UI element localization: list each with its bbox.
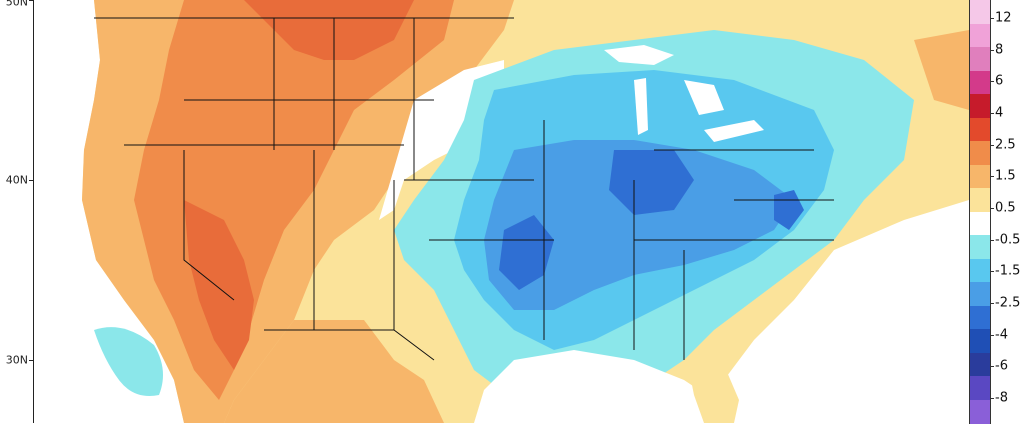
colorbar-tick <box>991 113 994 114</box>
colorbar-tick <box>991 144 994 146</box>
colorbar-swatch <box>969 282 991 306</box>
axis-line <box>33 0 34 423</box>
colorbar-swatch <box>969 211 991 236</box>
gulf-of-mexico <box>474 350 734 423</box>
east-colder-region <box>484 140 794 310</box>
colorbar-label: -6 <box>995 358 1008 374</box>
lake-superior <box>604 45 674 65</box>
mexico-warm-region <box>224 320 444 423</box>
colorbar-swatch <box>969 376 991 400</box>
lat-label: 40N <box>5 173 28 187</box>
colorbar-label: -0.5 <box>995 232 1021 248</box>
lat-tick <box>29 180 34 181</box>
temperature-anomaly-map <box>34 0 969 423</box>
colorbar-label: 6 <box>995 73 1004 89</box>
colorbar-label: 8 <box>995 42 1004 58</box>
colorbar-swatch <box>969 352 991 377</box>
lake-erie <box>704 120 764 142</box>
colorbar-tick <box>991 49 994 51</box>
ohio-valley-cold-core <box>609 150 694 215</box>
colorbar-label: -1.5 <box>995 263 1021 279</box>
colorbar-tick <box>991 239 994 241</box>
montana-hot-core <box>244 0 414 60</box>
colorbar-tick <box>991 398 994 399</box>
map-svg <box>34 0 969 423</box>
colorbar-tick <box>991 366 994 368</box>
colorbar-label: 0.5 <box>995 200 1016 216</box>
colorbar-swatch <box>969 305 991 330</box>
latitude-axis: 50N 40N 30N <box>0 0 34 423</box>
colorbar-label: 12 <box>995 10 1012 26</box>
colorbar-tick <box>991 176 994 178</box>
canada-east-warmer <box>914 30 969 110</box>
colorbar-tick <box>991 303 994 304</box>
colorbar-swatch <box>969 188 991 212</box>
lat-tick <box>29 360 34 361</box>
colorbar-label: 4 <box>995 105 1004 121</box>
colorbar-swatch <box>969 258 991 283</box>
colorbar-label: -2.5 <box>995 295 1021 311</box>
colorbar-swatch <box>969 164 991 189</box>
colorbar-tick <box>991 18 994 19</box>
lake-michigan <box>634 78 648 135</box>
colorbar-legend: 12 8 6 4 2.5 1.5 0.5 -0.5 -1.5 -2.5 -4 -6 -8 <box>969 0 1024 424</box>
colorbar-label: 1.5 <box>995 168 1016 184</box>
lake-huron <box>684 80 724 115</box>
colorbar-swatch <box>969 329 991 353</box>
colorbar-tick <box>991 334 994 336</box>
colorbar-swatch <box>969 399 991 424</box>
colorbar-swatch <box>969 23 991 48</box>
lat-label: 30N <box>5 353 28 367</box>
colorbar-swatch <box>969 235 991 259</box>
colorbar-swatch <box>969 141 991 165</box>
atlantic-ocean <box>724 200 969 423</box>
colorbar-swatch <box>969 117 991 142</box>
colorbar-tick <box>991 81 994 83</box>
colorbar-swatch <box>969 0 991 24</box>
colorbar-tick <box>991 208 994 209</box>
colorbar-swatch <box>969 70 991 95</box>
colorbar-label: 2.5 <box>995 137 1016 153</box>
pacific-ocean <box>34 0 184 423</box>
lat-label: 50N <box>5 0 28 9</box>
colorbar-swatch <box>969 94 991 118</box>
colorbar-swatch <box>969 47 991 71</box>
california-hot-core <box>184 200 254 370</box>
colorbar-label: -4 <box>995 327 1008 343</box>
oklahoma-cold-core <box>499 215 554 290</box>
colorbar-tick <box>991 271 994 273</box>
florida-warm <box>689 365 739 423</box>
state-borders <box>94 17 834 361</box>
lat-tick <box>29 0 34 1</box>
pacific-cold-patch <box>94 327 163 396</box>
colorbar-label: -8 <box>995 390 1008 406</box>
